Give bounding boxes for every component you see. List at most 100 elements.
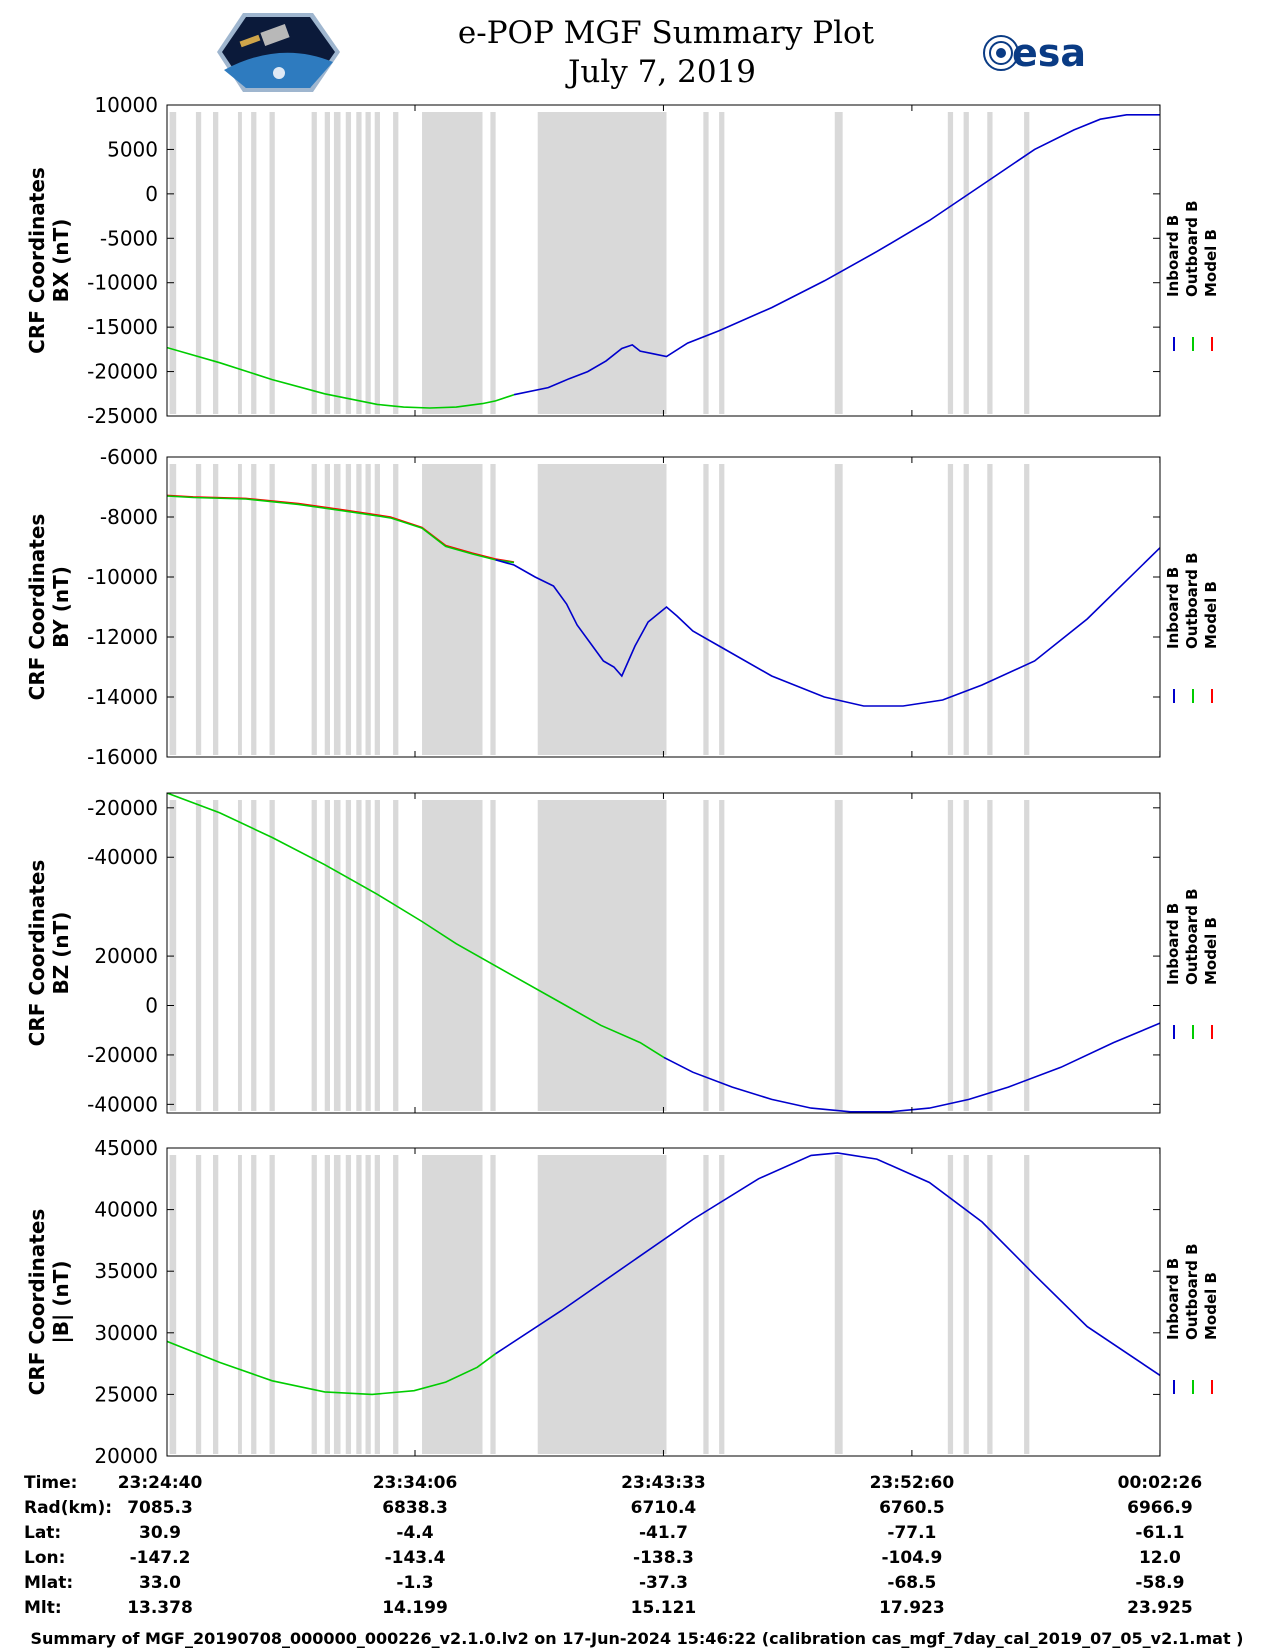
shaded-interval: [703, 1155, 709, 1454]
y-tick-label: -10000: [87, 565, 158, 589]
series-inboard-b: [663, 1022, 1160, 1113]
shaded-interval: [703, 112, 709, 414]
info-value: -37.3: [639, 1573, 688, 1593]
legend: Inboard B Outboard B Model B: [1164, 552, 1220, 703]
info-value: 7085.3: [127, 1498, 193, 1518]
shaded-interval: [947, 464, 954, 755]
info-value: 23:52:60: [870, 1473, 955, 1493]
info-row-label: Rad(km):: [24, 1498, 112, 1518]
y-tick-label: -20000: [87, 360, 158, 384]
shaded-interval: [169, 112, 177, 414]
info-value: 23.925: [1127, 1598, 1193, 1618]
legend-label: Outboard B: [1183, 200, 1201, 297]
shaded-interval: [324, 800, 331, 1111]
shaded-interval: [719, 464, 725, 755]
shaded-interval: [269, 800, 275, 1111]
series-outboard-b: [167, 346, 515, 409]
shaded-interval: [374, 1155, 380, 1454]
shaded-interval: [963, 800, 969, 1111]
shaded-interval: [333, 1155, 341, 1454]
y-tick-label: 40000: [94, 1198, 158, 1222]
y-tick-label: 0: [145, 994, 158, 1018]
y-tick-label: -10000: [87, 271, 158, 295]
y-tick-label: 45000: [94, 1136, 158, 1160]
shaded-interval: [1024, 800, 1030, 1111]
info-value: 6838.3: [382, 1498, 448, 1518]
shaded-interval: [365, 1155, 371, 1454]
legend-label: Inboard B: [1164, 1258, 1182, 1340]
shaded-interval: [169, 464, 177, 755]
shaded-interval: [1024, 112, 1030, 414]
chart-subtitle: July 7, 2019: [565, 54, 756, 90]
info-value: 23:34:06: [373, 1473, 458, 1493]
panel-3: -20000 -40000 20000 0 -20000 -40000 CRF Coordi…: [25, 792, 1220, 1116]
shaded-interval: [987, 800, 993, 1111]
shaded-interval: [345, 800, 352, 1111]
legend-label: Model B: [1202, 229, 1220, 297]
shaded-interval: [537, 464, 667, 755]
shaded-interval: [237, 800, 242, 1111]
shaded-interval: [333, 112, 341, 414]
y-axis-label: BX (nT): [49, 219, 73, 303]
shaded-interval: [703, 800, 709, 1111]
y-tick-label: 25000: [94, 1382, 158, 1406]
shaded-interval: [311, 464, 317, 755]
info-value: -68.5: [887, 1573, 936, 1593]
shaded-interval: [333, 800, 341, 1111]
shaded-interval: [490, 464, 496, 755]
y-axis-label: |B| (nT): [49, 1261, 73, 1344]
shaded-interval: [947, 1155, 954, 1454]
series-group: [167, 114, 1160, 409]
shaded-interval: [311, 800, 317, 1111]
shaded-interval: [537, 112, 667, 414]
shaded-interval: [365, 112, 371, 414]
shaded-interval: [1024, 1155, 1030, 1454]
y-tick-label: -40000: [87, 845, 158, 869]
info-value: 30.9: [139, 1523, 181, 1543]
shaded-interval: [311, 1155, 317, 1454]
series-outboard-b: [167, 495, 515, 564]
y-tick-label: 0: [145, 182, 158, 206]
shaded-interval: [345, 464, 352, 755]
shaded-intervals: [169, 1155, 1030, 1454]
y-tick-label: -20000: [87, 1043, 158, 1067]
panel-4: 45000 40000 35000 30000 25000 20000 CRF Coordi…: [25, 1136, 1220, 1468]
panel-2: -6000 -8000 -10000 -12000 -14000 -16000 CRF Co…: [25, 445, 1220, 769]
info-value: 17.923: [879, 1598, 945, 1618]
legend-label: Model B: [1202, 1272, 1220, 1340]
shaded-interval: [537, 1155, 667, 1454]
shaded-interval: [324, 464, 331, 755]
shaded-interval: [393, 112, 399, 414]
info-value: -58.9: [1135, 1573, 1184, 1593]
shaded-interval: [213, 112, 219, 414]
y-tick-label: 10000: [94, 93, 158, 117]
y-tick-label: -5000: [100, 226, 158, 250]
y-tick-label: -6000: [100, 445, 158, 469]
legend: Inboard B Outboard B Model B: [1164, 200, 1220, 351]
info-value: 13.378: [127, 1598, 193, 1618]
info-value: -41.7: [639, 1523, 688, 1543]
y-tick-label: 20000: [94, 944, 158, 968]
shaded-interval: [1024, 464, 1030, 755]
info-row-label: Mlat:: [24, 1573, 73, 1593]
shaded-interval: [537, 800, 667, 1111]
shaded-interval: [393, 800, 399, 1111]
shaded-interval: [947, 800, 954, 1111]
shaded-intervals: [169, 800, 1030, 1111]
shaded-interval: [251, 800, 257, 1111]
info-value: 33.0: [139, 1573, 181, 1593]
info-value: -143.4: [385, 1548, 446, 1568]
legend-label: Inboard B: [1164, 567, 1182, 649]
shaded-interval: [987, 1155, 993, 1454]
y-tick-label: -40000: [87, 1092, 158, 1116]
legend-label: Inboard B: [1164, 215, 1182, 297]
shaded-interval: [237, 112, 242, 414]
info-value: 15.121: [631, 1598, 697, 1618]
series-inboard-b: [513, 114, 1160, 396]
y-axis-label: BZ (nT): [49, 912, 73, 995]
shaded-interval: [213, 1155, 219, 1454]
info-row-label: Lon:: [24, 1548, 65, 1568]
orbit-info-table: Time: 23:24:40 23:34:06 23:43:33 23:52:60 00:…: [24, 1473, 1202, 1618]
shaded-interval: [345, 1155, 352, 1454]
series-inboard-b: [495, 546, 1160, 707]
